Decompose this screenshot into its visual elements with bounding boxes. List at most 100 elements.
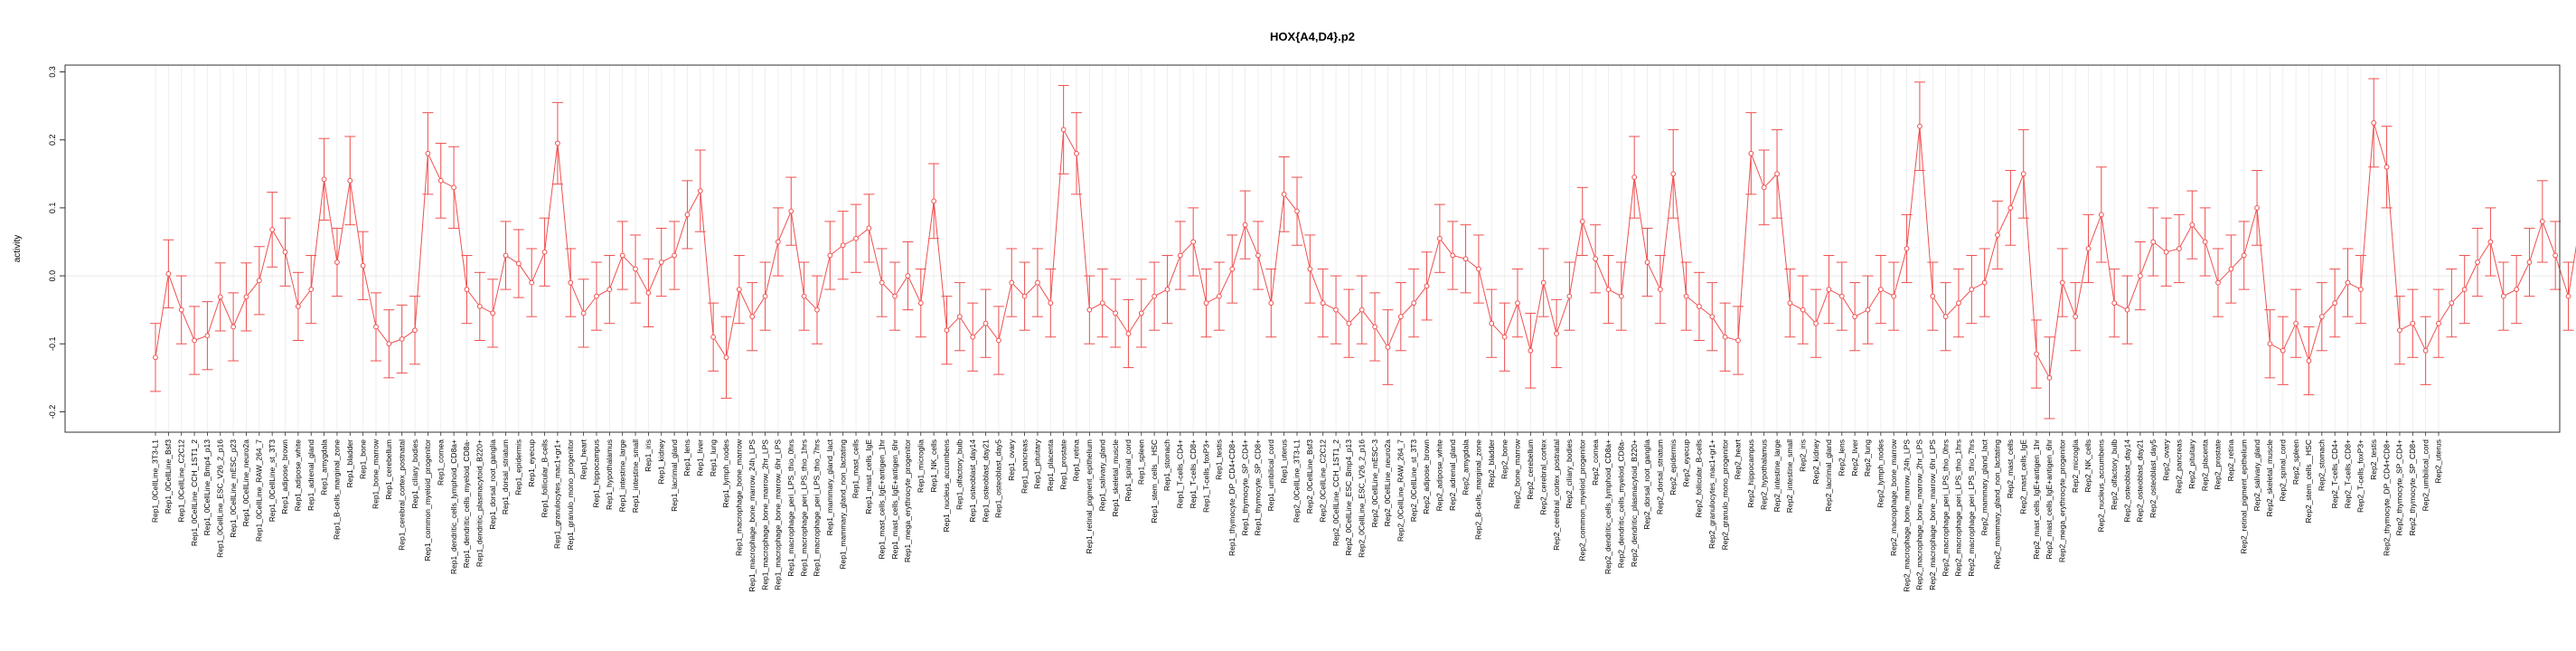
data-point <box>749 314 756 320</box>
data-point <box>1255 252 1261 259</box>
data-point <box>1554 331 1559 336</box>
data-point <box>1307 266 1313 272</box>
data-point <box>555 140 560 146</box>
x-tick-label: Rep2_NK_cells <box>2083 439 2092 493</box>
x-tick-label: Rep1_intestine_small <box>631 439 640 513</box>
data-point <box>1359 307 1365 313</box>
x-tick-label: Rep2_retina <box>2226 439 2235 482</box>
data-point <box>437 177 444 184</box>
data-point <box>321 176 327 183</box>
data-point <box>360 262 366 269</box>
data-point <box>1593 256 1599 262</box>
x-tick-label: Rep2_hippocampus <box>1746 439 1755 508</box>
data-point <box>2176 246 2182 251</box>
x-tick-label: Rep1_lymph_nodes <box>721 439 730 508</box>
x-tick-label: Rep1_0CellLine_neuro2a <box>241 439 250 527</box>
data-point <box>814 307 820 313</box>
x-tick-label: Rep1_iris <box>644 439 653 472</box>
data-point <box>1566 293 1573 299</box>
x-tick-label: Rep2_0CellLine_ESC_Bmp4_p13 <box>1344 439 1353 556</box>
x-tick-label: Rep1_T-cells_CD8+ <box>1189 439 1198 508</box>
y-tick-label: -0.2 <box>48 405 57 420</box>
data-point <box>1086 307 1093 313</box>
data-point <box>1540 279 1547 286</box>
x-tick-label: Rep1_0CellLine_ESC_V26_2_p16 <box>215 439 224 558</box>
data-point <box>982 320 989 326</box>
x-tick-label: Rep1_0CellLine_RAW_264_7 <box>255 439 264 542</box>
x-tick-label: Rep1_macrophage_peri_LPS_thio_1hrs <box>799 439 808 577</box>
data-point <box>2514 287 2520 293</box>
x-tick-label: Rep2_spinal_cord <box>2278 439 2287 502</box>
x-tick-label: Rep1_mega_erythrocyte_progenitor <box>903 439 912 562</box>
data-point <box>1152 293 1158 299</box>
x-tick-label: Rep1_macrophage_bone_marrow <box>735 439 744 556</box>
x-tick-label: Rep2_heart <box>1734 439 1743 479</box>
x-tick-label: Rep2_mammary_gland_non_lactating <box>1993 439 2002 570</box>
data-point <box>503 252 509 259</box>
x-tick-label: Rep2_adipose_brown <box>1422 439 1431 514</box>
data-point <box>178 307 184 313</box>
data-point <box>762 293 768 299</box>
x-tick-label: Rep1_mammary_gland_lact <box>825 439 834 535</box>
x-tick-label: Rep2_dendritic_cells_myeloid_CD8a- <box>1617 439 1626 568</box>
data-point <box>1787 300 1793 307</box>
data-point <box>2228 266 2234 272</box>
x-tick-label: Rep2_testis <box>2369 439 2378 480</box>
x-tick-label: Rep2_mega_erythrocyte_progenitor <box>2058 439 2067 562</box>
x-tick-label: Rep1_0CellLine_mESC_p23 <box>229 439 238 538</box>
y-tick-label: 0.2 <box>48 134 57 146</box>
y-axis: -0.2 -0.1 0.0 0.1 0.2 0.3 <box>48 66 65 419</box>
data-point <box>1697 304 1702 309</box>
x-tick-label: Rep1_thymocyte_SP_CD4+ <box>1240 439 1249 536</box>
x-tick-label: Rep1_spinal_cord <box>1123 439 1133 502</box>
data-point <box>1125 331 1132 336</box>
data-point <box>594 293 599 299</box>
data-point <box>1813 320 1819 326</box>
x-tick-label: Rep1_dorsal_striatum <box>501 439 510 514</box>
x-tick-label: Rep1_adipose_white <box>294 439 303 512</box>
x-tick-label: Rep2_microglia <box>2071 439 2080 493</box>
data-point <box>515 260 522 267</box>
x-tick-label: Rep2_prostate <box>2214 439 2223 490</box>
x-tick-label: Rep2_bone <box>1500 439 1509 479</box>
data-point <box>788 208 794 214</box>
x-tick-label: Rep1_dendritic_cells_lymphoid_CD8a+ <box>449 439 458 574</box>
data-point <box>710 334 717 340</box>
x-tick-label: Rep1_pancreas <box>1020 439 1029 494</box>
data-point <box>2085 246 2092 251</box>
x-tick-label: Rep1_osteoblast_day21 <box>981 439 990 523</box>
x-tick-label: Rep2_T-cells_CD4+ <box>2330 439 2339 508</box>
x-tick-label: Rep2_nucleus_accumbens <box>2097 439 2106 533</box>
data-point <box>2436 320 2441 326</box>
data-point <box>529 279 535 286</box>
x-tick-label: Rep2_mast_cells_IgE+antigen_1hr <box>2032 439 2041 560</box>
x-tick-label: Rep1_adipose_brown <box>280 439 289 514</box>
data-point <box>165 270 172 277</box>
x-tick-label: Rep1_retinal_pigment_epithelium <box>1085 439 1094 554</box>
data-point <box>243 294 249 300</box>
data-point <box>1515 300 1520 307</box>
data-point <box>295 304 301 309</box>
data-point <box>658 259 664 265</box>
data-point <box>672 252 677 259</box>
x-tick-label: Rep2_placenta <box>2200 439 2209 491</box>
data-point <box>2163 249 2169 255</box>
x-tick-label: Rep1_testis <box>1215 439 1224 480</box>
x-tick-label: Rep2_umbilical_cord <box>2421 439 2430 512</box>
x-tick-label: Rep1_retina <box>1072 439 1081 482</box>
x-tick-label: Rep1_NK_cells <box>929 439 938 493</box>
data-point <box>230 324 237 330</box>
x-tick-label: Rep2_follicular_B-cells <box>1695 439 1704 517</box>
x-tick-label: Rep1_macrophage_peri_LPS_thio_0hrs <box>786 439 795 577</box>
x-tick-label: Rep2_kidney <box>1811 439 1820 484</box>
data-point <box>1476 266 1481 272</box>
x-tick-label: Rep2_B-cells_marginal_zone <box>1474 439 1483 540</box>
x-tick-label: Rep1_placenta <box>1046 439 1055 491</box>
x-tick-label: Rep2_iris <box>1798 439 1807 472</box>
x-tick-label: Rep2_pituitary <box>2187 439 2196 489</box>
x-tick-label: Rep1_hippocampus <box>592 439 601 508</box>
data-point <box>2565 293 2571 299</box>
x-tick-label: Rep1_mast_cells_IgE+antigen_6hr <box>890 439 899 560</box>
x-tick-label: Rep1_bone_marrow <box>371 439 381 509</box>
data-point <box>568 279 574 286</box>
